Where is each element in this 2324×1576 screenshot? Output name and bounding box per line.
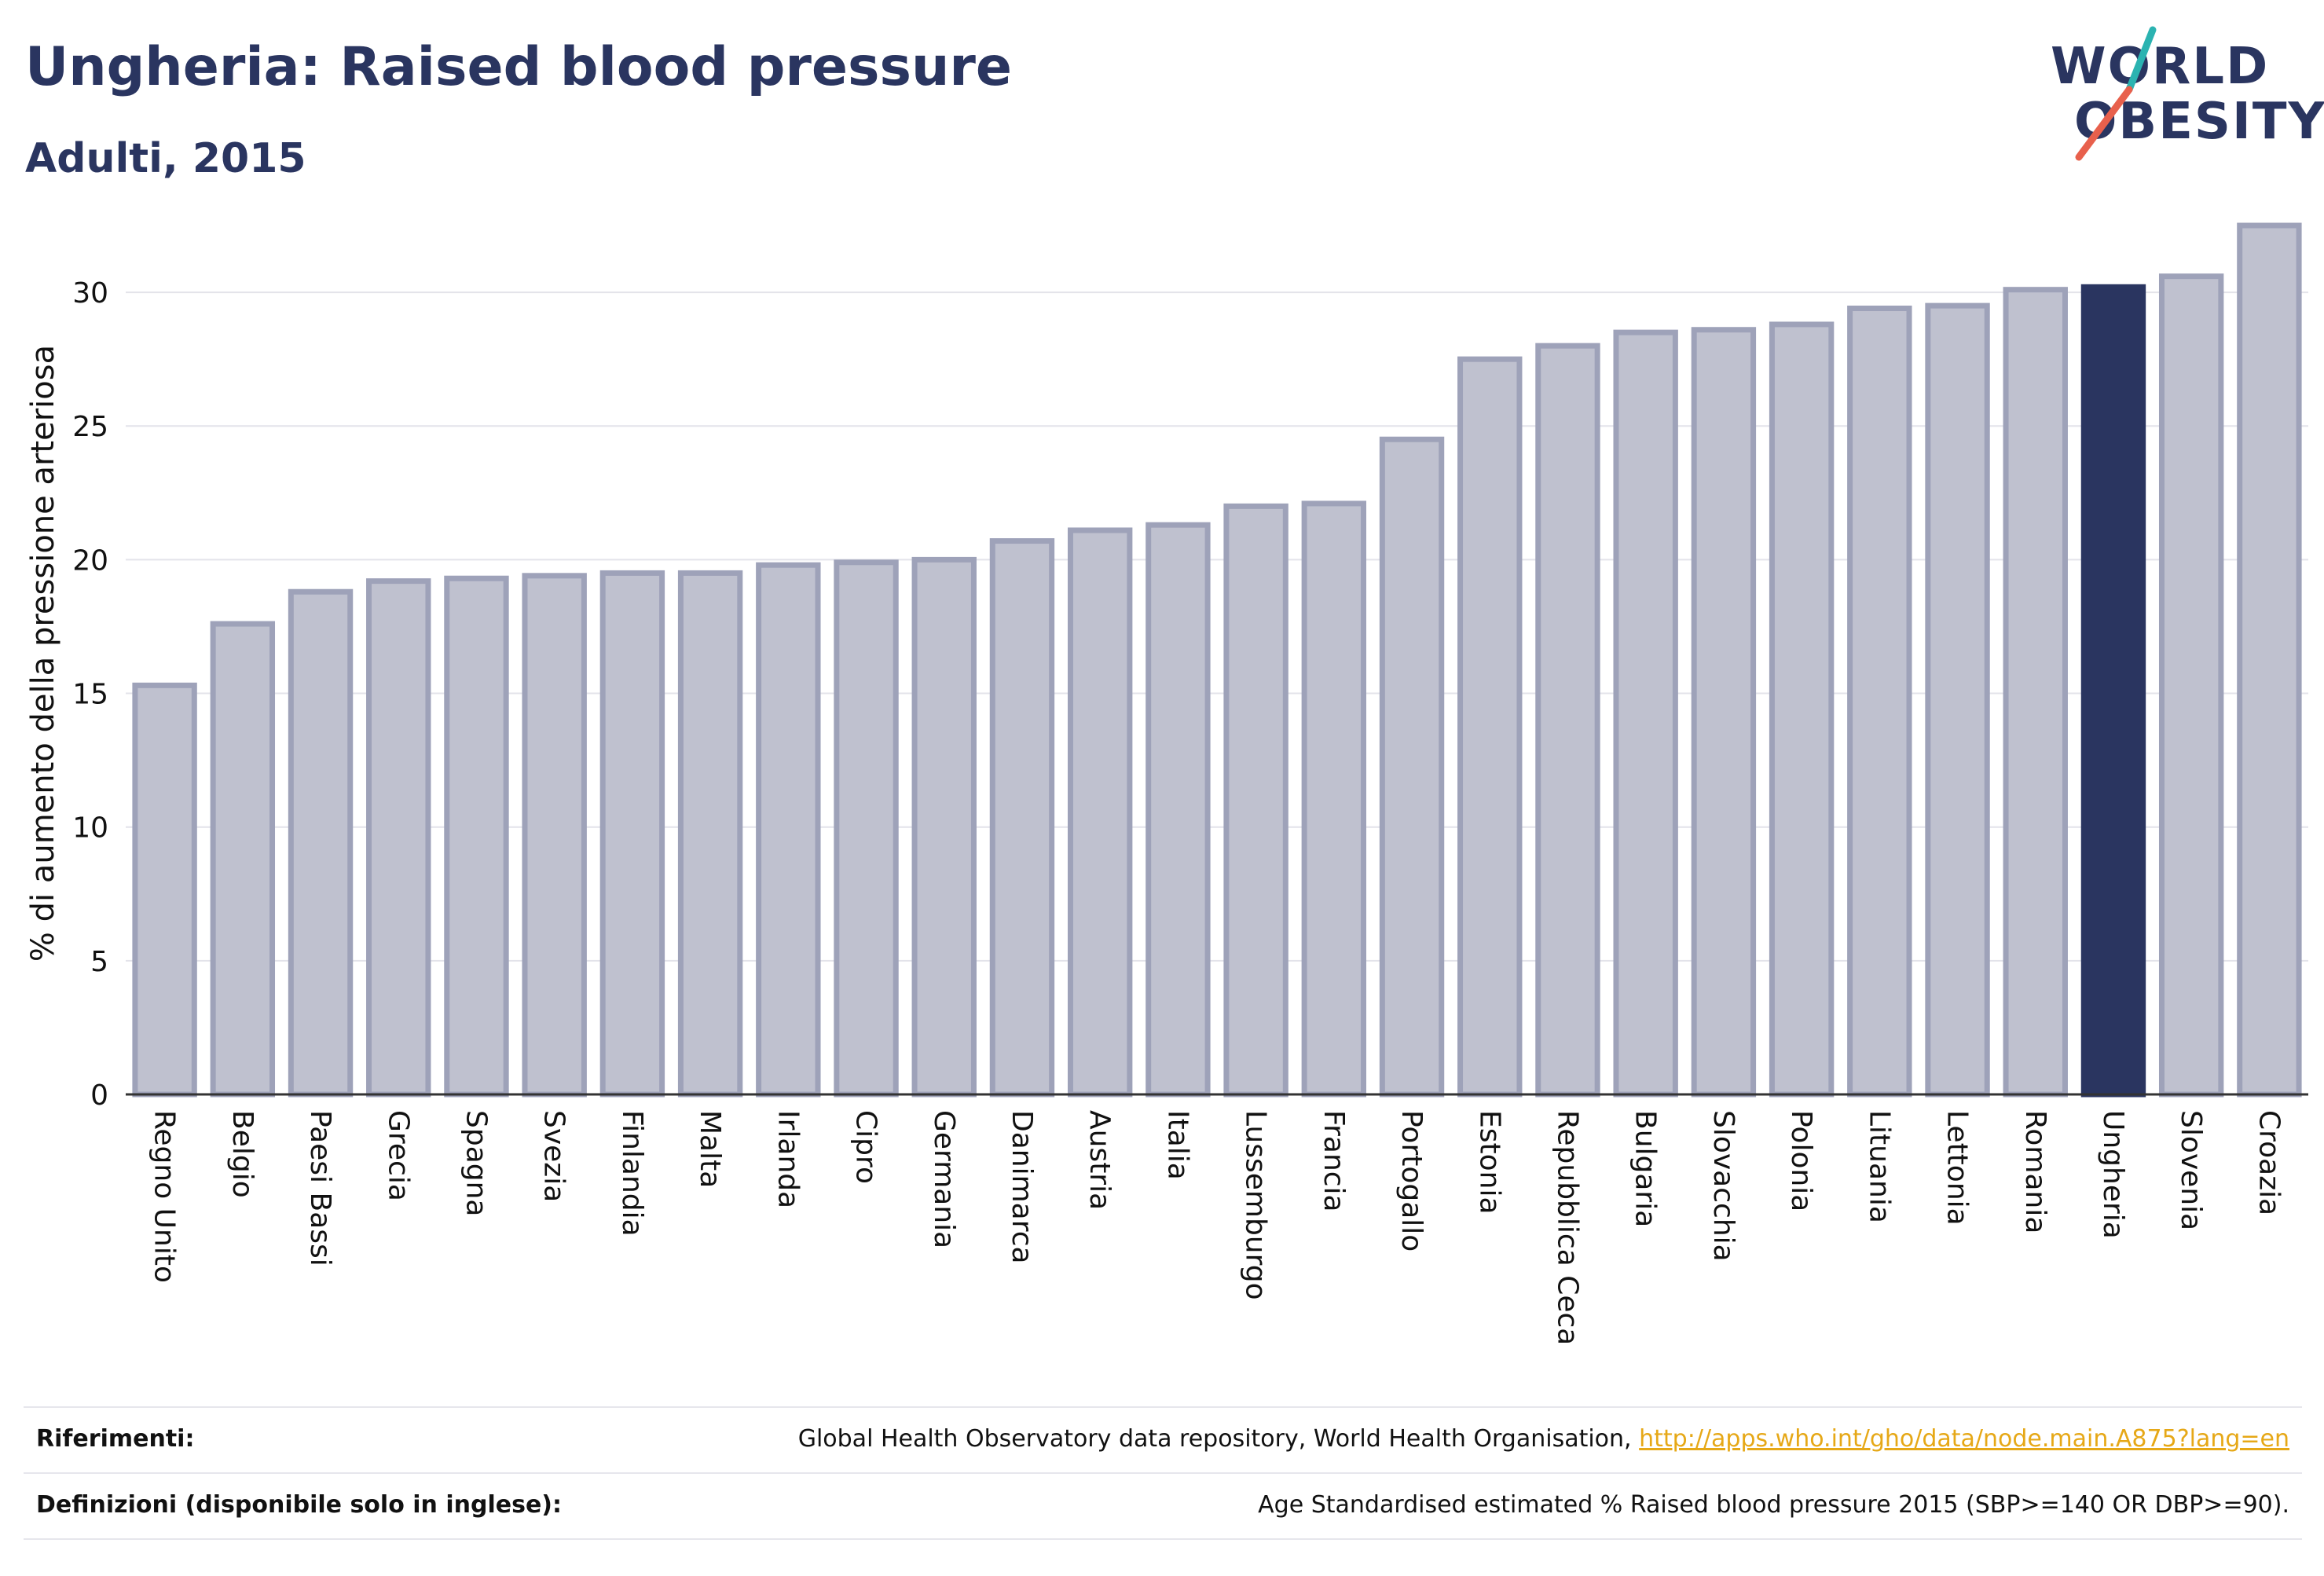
- references-value: Global Health Observatory data repositor…: [798, 1425, 2289, 1453]
- bar: [834, 559, 899, 1098]
- bar: [210, 621, 276, 1098]
- x-tick-label: Slovenia: [2175, 1110, 2207, 1230]
- x-tick-label: Romania: [2019, 1110, 2051, 1233]
- x-tick-label: Lituania: [1863, 1110, 1895, 1223]
- bar: [756, 562, 821, 1098]
- bar: [989, 538, 1055, 1098]
- chart-subtitle: Adulti, 2015: [25, 135, 306, 182]
- bar: [677, 570, 743, 1098]
- x-tick-label: Grecia: [382, 1110, 414, 1201]
- references-row: Riferimenti: Global Health Observatory d…: [24, 1406, 2302, 1472]
- x-tick-label: Austria: [1083, 1110, 1116, 1210]
- references-link[interactable]: http://apps.who.int/gho/data/node.main.A…: [1639, 1425, 2289, 1453]
- definitions-row: Definizioni (disponibile solo in inglese…: [24, 1472, 2302, 1540]
- x-tick-label: Lettonia: [1941, 1110, 1974, 1226]
- bar: [444, 575, 509, 1098]
- references-table: Riferimenti: Global Health Observatory d…: [24, 1406, 2302, 1540]
- y-tick-label: 20: [72, 544, 108, 577]
- bar: [2003, 287, 2068, 1098]
- x-tick-label: Bulgaria: [1629, 1110, 1662, 1227]
- world-obesity-logo: WORLD OBESITY: [2051, 24, 2324, 165]
- x-tick-label: Danimarca: [1006, 1110, 1038, 1264]
- x-tick-label: Repubblica Ceca: [1551, 1110, 1583, 1345]
- x-tick-label: Regno Unito: [148, 1110, 181, 1283]
- references-label: Riferimenti:: [36, 1425, 195, 1453]
- y-tick-label: 30: [72, 277, 108, 310]
- y-axis-label: % di aumento della pressione arteriosa: [25, 345, 61, 962]
- y-tick-label: 15: [72, 679, 108, 711]
- bar: [1535, 343, 1600, 1098]
- x-tick-label: Polonia: [1785, 1110, 1817, 1211]
- x-tick-label: Portogallo: [1395, 1110, 1428, 1252]
- definitions-value: Age Standardised estimated % Raised bloo…: [1258, 1491, 2289, 1519]
- x-tick-label: Malta: [694, 1110, 726, 1188]
- bar: [599, 570, 665, 1098]
- bar: [1223, 503, 1288, 1098]
- bar: [1067, 527, 1133, 1098]
- bar: [132, 682, 197, 1098]
- bar: [1925, 302, 1990, 1098]
- bar: [2158, 273, 2224, 1098]
- bar: [522, 573, 587, 1098]
- y-tick-label: 25: [72, 411, 108, 443]
- logo-word-world: WORLD: [2051, 38, 2270, 96]
- x-tick-label: Svezia: [538, 1110, 570, 1202]
- x-tick-label: Irlanda: [772, 1110, 804, 1208]
- logo-slash-icon: [2075, 26, 2157, 161]
- bar: [1691, 327, 1757, 1098]
- x-tick-label: Croazia: [2253, 1110, 2285, 1215]
- y-tick-label: 0: [90, 1079, 108, 1112]
- y-tick-label: 5: [90, 946, 108, 978]
- bar-highlighted: [2080, 284, 2146, 1098]
- bar: [366, 578, 431, 1098]
- bar: [288, 588, 354, 1098]
- definitions-label: Definizioni (disponibile solo in inglese…: [36, 1491, 562, 1519]
- bar: [1379, 436, 1445, 1098]
- bar-chart: 0 5 10 15 20 25 30 % di aumento della pressione…: [25, 222, 2308, 1345]
- bar: [2237, 222, 2302, 1098]
- x-tick-label: Belgio: [226, 1110, 258, 1198]
- x-tick-label: Spagna: [460, 1110, 492, 1217]
- x-tick-label: Paesi Bassi: [304, 1110, 336, 1266]
- bar: [1457, 356, 1523, 1098]
- x-tick-label: Estonia: [1473, 1110, 1505, 1215]
- x-tick-label: Francia: [1318, 1110, 1350, 1212]
- bar: [1769, 321, 1835, 1098]
- bar: [1146, 522, 1211, 1098]
- y-tick-label: 10: [72, 812, 108, 845]
- bar: [1301, 500, 1367, 1098]
- references-text: Global Health Observatory data repositor…: [797, 1425, 1632, 1453]
- x-tick-label: Finlandia: [616, 1110, 648, 1237]
- x-tick-label: Germania: [928, 1110, 960, 1248]
- x-tick-label: Ungheria: [2097, 1110, 2129, 1239]
- x-tick-label: Slovacchia: [1707, 1110, 1739, 1262]
- x-tick-label: Cipro: [850, 1110, 882, 1184]
- bar: [911, 556, 977, 1098]
- bar: [1847, 306, 1912, 1098]
- x-tick-label: Lussemburgo: [1240, 1110, 1272, 1300]
- x-tick-label: Italia: [1161, 1110, 1193, 1180]
- bar: [1613, 329, 1678, 1098]
- chart-title: Ungheria: Raised blood pressure: [25, 36, 1013, 98]
